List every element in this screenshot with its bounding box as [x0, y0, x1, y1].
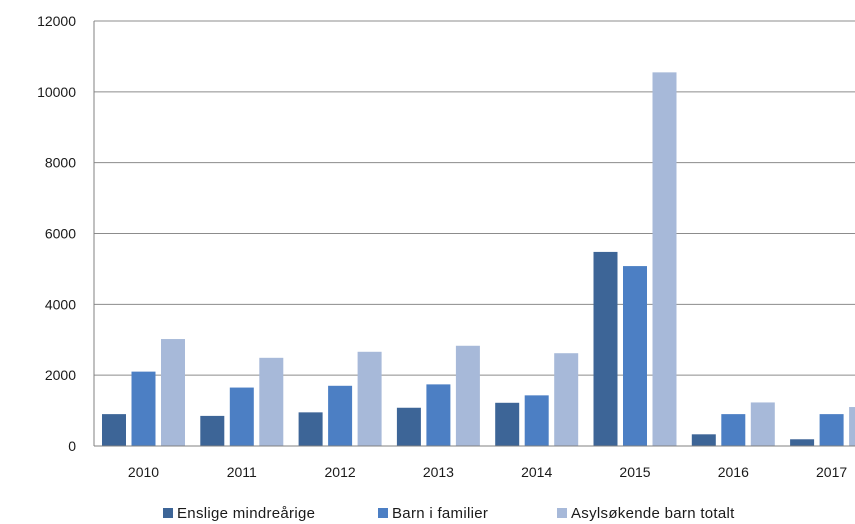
bar-2012-series-2 [328, 385, 353, 446]
bar-2016-series-2 [721, 414, 746, 446]
bar-2016-series-1 [691, 434, 716, 446]
bar-2014-series-1 [495, 402, 520, 446]
y-tick-label: 10000 [37, 84, 76, 100]
legend-swatch [163, 508, 173, 518]
bar-2011-series-3 [259, 357, 284, 446]
legend-label: Asylsøkende barn totalt [571, 505, 735, 522]
x-tick-labels: 2010 2011 2012 2013 2014 2015 2016 2017 [128, 464, 847, 480]
bars [102, 72, 855, 447]
bar-2012-series-3 [357, 351, 382, 446]
y-tick-label: 2000 [45, 367, 76, 383]
bar-2013-series-3 [455, 345, 480, 446]
legend-swatch [378, 508, 388, 518]
bar-2010-series-1 [102, 414, 126, 446]
x-tick-label: 2015 [619, 464, 650, 480]
y-tick-label: 4000 [45, 296, 76, 312]
y-tick-label: 0 [68, 438, 76, 454]
bar-2016-series-3 [750, 402, 775, 446]
bar-2017-series-3 [849, 407, 855, 446]
bar-2013-series-1 [396, 407, 421, 446]
bar-2011-series-1 [200, 415, 225, 446]
x-tick-label: 2016 [718, 464, 749, 480]
x-tick-label: 2014 [521, 464, 552, 480]
x-tick-label: 2017 [816, 464, 847, 480]
x-tick-label: 2011 [227, 464, 257, 480]
gridlines [94, 20, 855, 376]
bar-2011-series-2 [229, 387, 254, 446]
legend-swatch [557, 508, 567, 518]
y-tick-label: 12000 [37, 13, 76, 29]
bar-2015-series-3 [652, 72, 677, 447]
legend-label: Enslige mindreårige [177, 505, 315, 522]
x-tick-label: 2013 [423, 464, 454, 480]
bar-2015-series-2 [623, 266, 647, 446]
bar-2017-series-2 [819, 414, 844, 446]
bar-2014-series-3 [554, 353, 579, 446]
y-tick-labels: 0 2000 4000 6000 8000 10000 12000 [37, 13, 76, 454]
bar-2010-series-3 [161, 339, 185, 446]
legend: Enslige mindreårige Barn i familier Asylsø… [163, 505, 735, 522]
bar-2010-series-2 [131, 371, 156, 446]
y-tick-label: 6000 [45, 226, 76, 242]
legend-label: Barn i familier [392, 505, 488, 522]
bar-2014-series-2 [524, 395, 549, 446]
bar-2013-series-2 [426, 384, 451, 446]
bar-2017-series-1 [790, 439, 815, 446]
bar-2012-series-1 [298, 412, 323, 446]
bar-2015-series-1 [593, 251, 618, 446]
y-tick-label: 8000 [45, 155, 76, 171]
x-tick-label: 2012 [325, 464, 356, 480]
x-tick-label: 2010 [128, 464, 159, 480]
